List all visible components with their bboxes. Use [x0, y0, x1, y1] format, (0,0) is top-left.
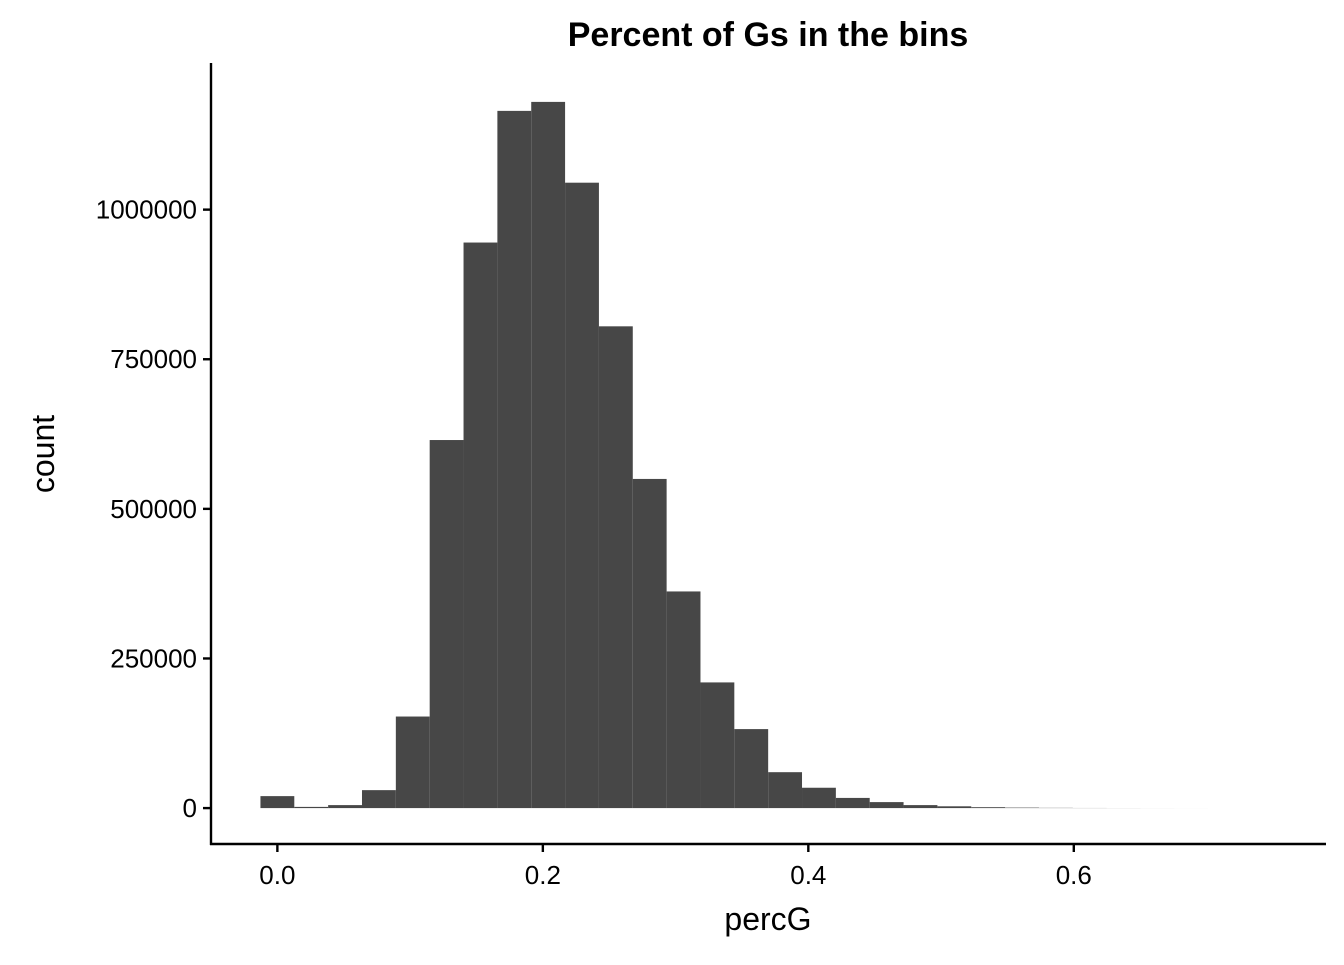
y-axis-ticks: 0 250000 500000 750000 1000000 [96, 195, 211, 823]
histogram-bar-16 [802, 788, 836, 808]
histogram-bar-13 [700, 682, 734, 808]
histogram-bar-7 [497, 111, 531, 808]
histogram-bar-0 [260, 796, 294, 808]
histogram-bar-11 [633, 479, 667, 808]
histogram-bar-10 [599, 326, 633, 808]
y-tick-label-0: 0 [183, 793, 197, 823]
y-axis-title: count [25, 415, 61, 493]
histogram-bar-21 [971, 807, 1005, 808]
histogram-bar-4 [396, 717, 430, 809]
histogram-bar-3 [362, 790, 396, 808]
histogram-bar-2 [328, 805, 362, 808]
bars-group [260, 102, 1208, 808]
histogram-bar-6 [464, 243, 498, 809]
y-tick-label-4: 1000000 [96, 195, 197, 225]
histogram-bar-17 [836, 798, 870, 808]
histogram-bar-1 [294, 807, 328, 808]
y-tick-label-3: 750000 [110, 344, 197, 374]
histogram-bar-9 [565, 183, 599, 808]
histogram-bar-12 [667, 591, 701, 808]
histogram-bar-5 [430, 440, 464, 808]
x-axis-ticks: 0.0 0.2 0.4 0.6 [259, 844, 1092, 890]
histogram-bar-19 [904, 805, 938, 808]
histogram-bar-8 [531, 102, 565, 808]
x-tick-label-1: 0.2 [525, 860, 561, 890]
histogram-bar-20 [937, 806, 971, 808]
x-tick-label-3: 0.6 [1056, 860, 1092, 890]
x-axis-title: percG [724, 901, 811, 937]
histogram-bar-18 [870, 802, 904, 808]
histogram-bar-15 [768, 772, 802, 808]
y-tick-label-2: 500000 [110, 494, 197, 524]
histogram-bar-14 [734, 729, 768, 808]
x-tick-label-2: 0.4 [790, 860, 826, 890]
x-tick-label-0: 0.0 [259, 860, 295, 890]
y-tick-label-1: 250000 [110, 643, 197, 673]
chart-title: Percent of Gs in the bins [568, 16, 969, 54]
